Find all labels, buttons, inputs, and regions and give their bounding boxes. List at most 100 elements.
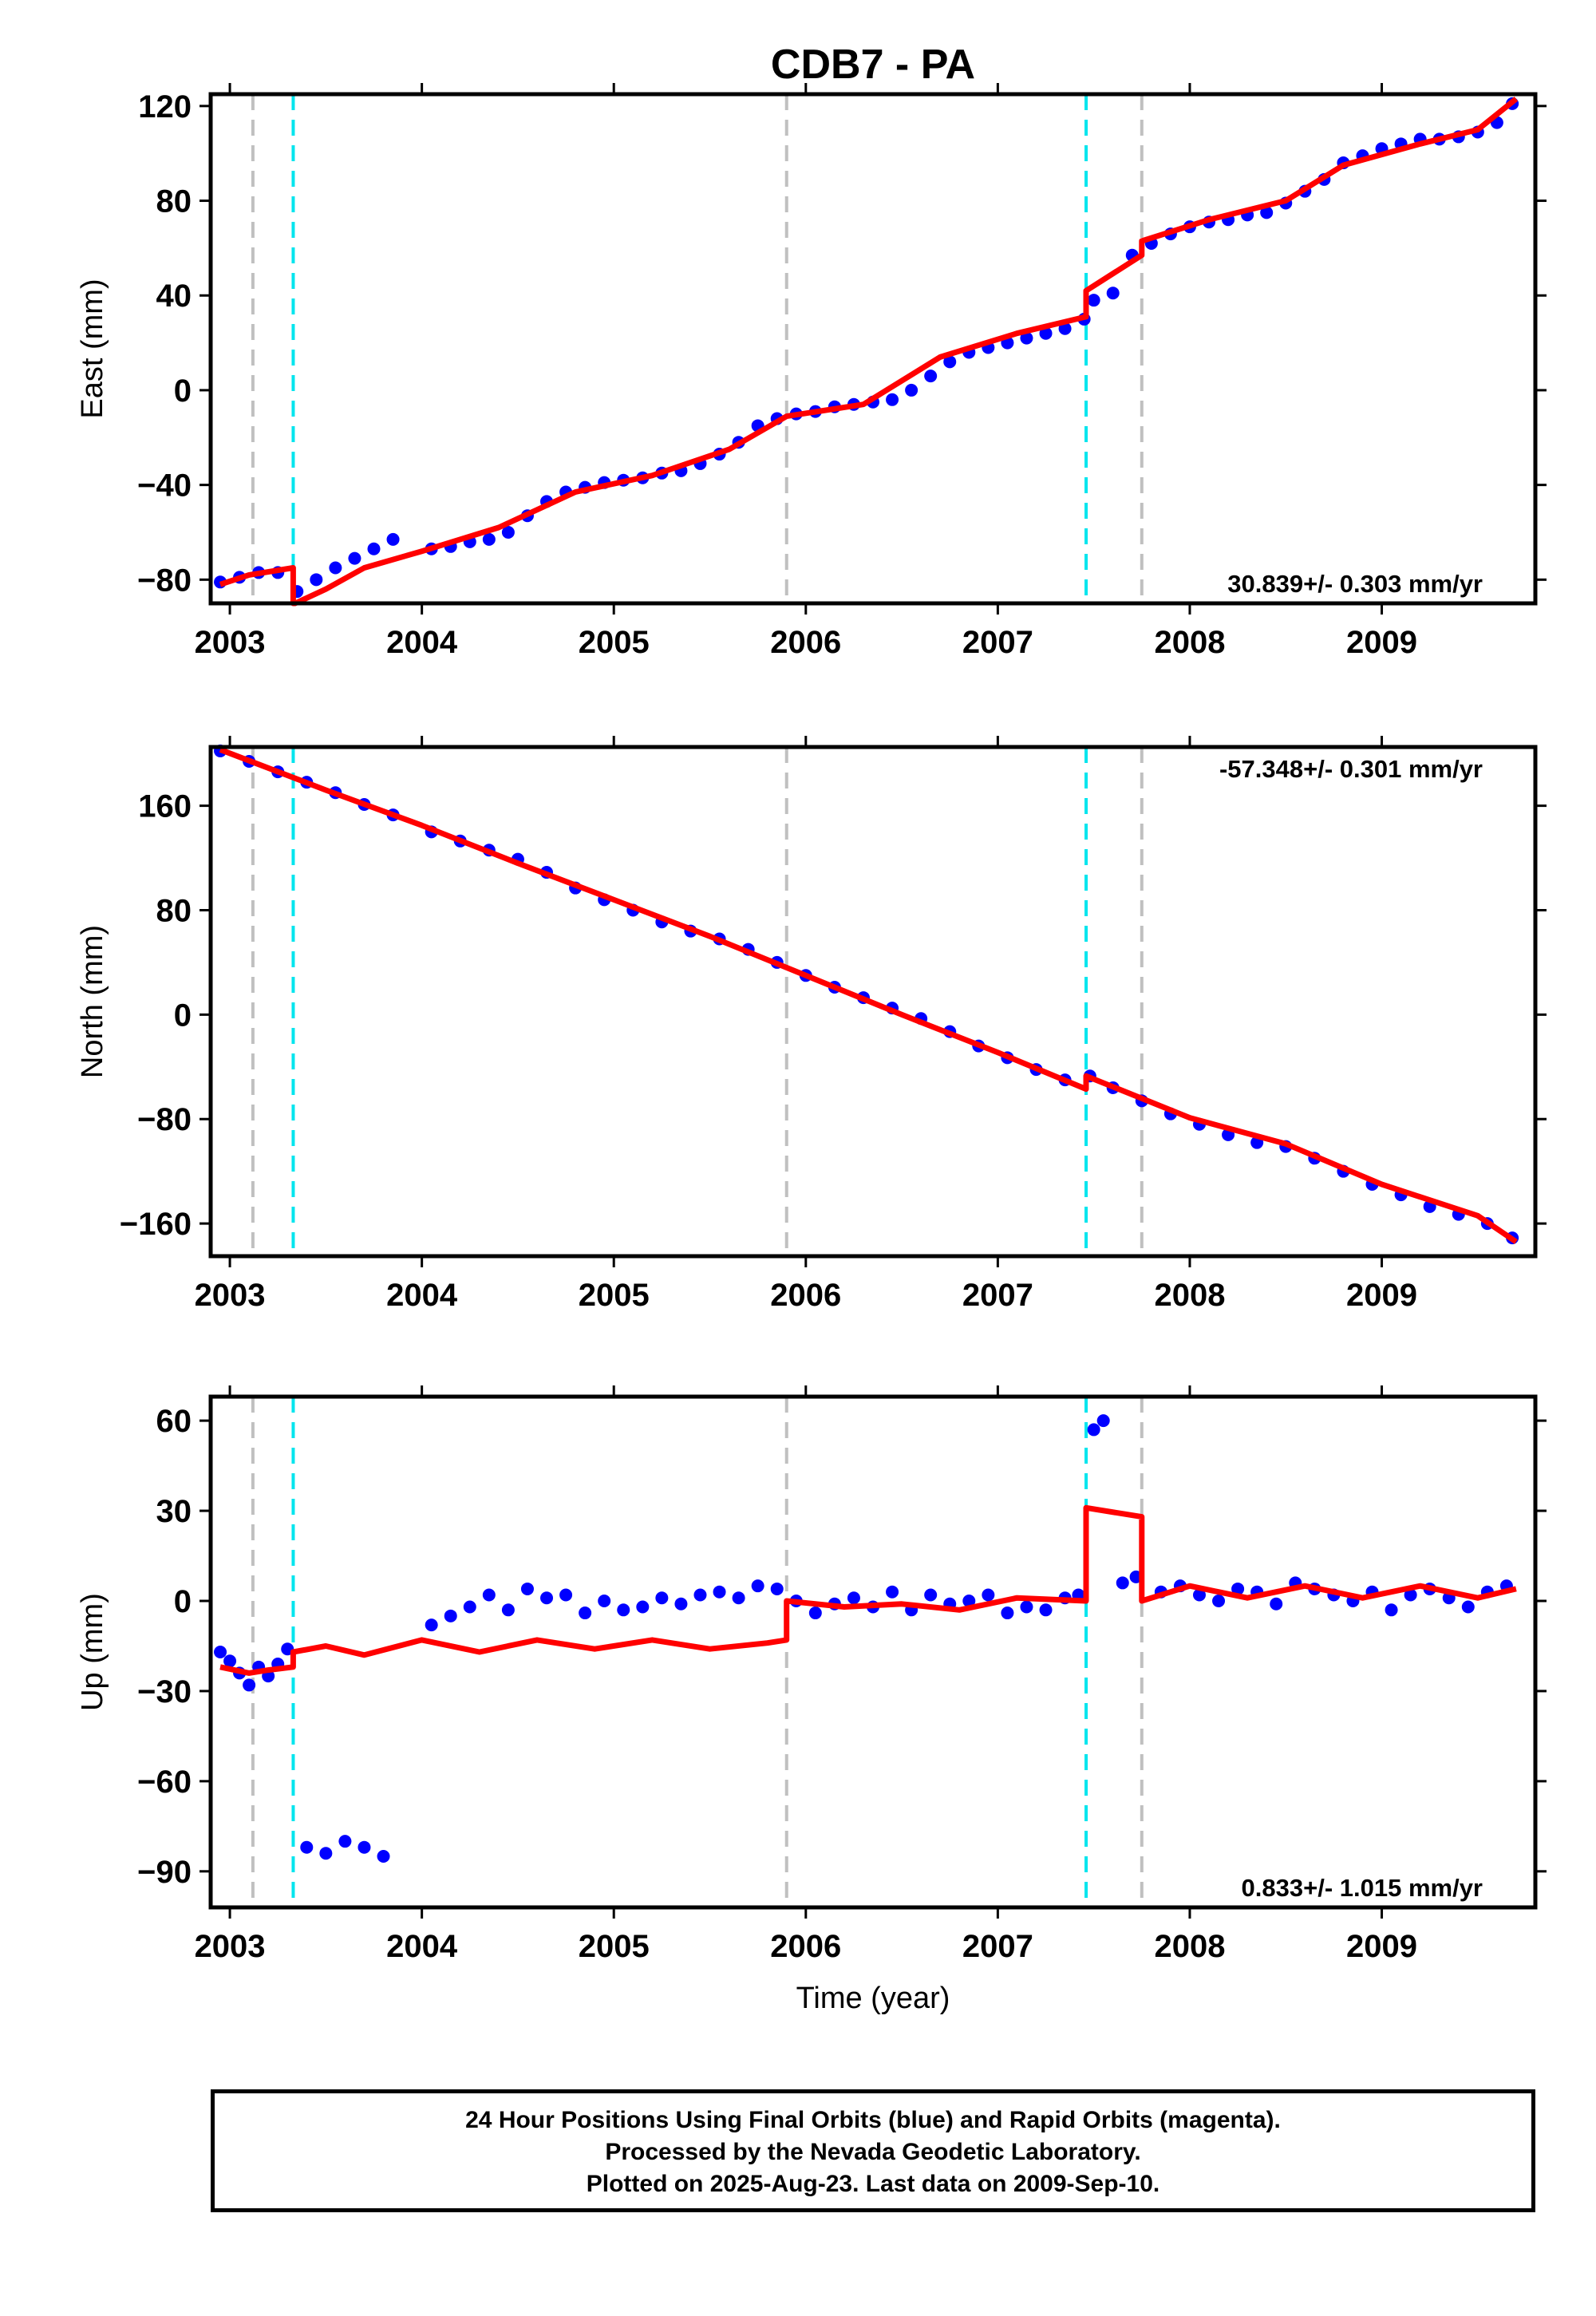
- data-point: [579, 1607, 592, 1620]
- data-point: [962, 1595, 976, 1607]
- x-tick-label: 2004: [386, 1929, 458, 1964]
- data-point: [463, 1600, 476, 1614]
- plot-frame: [208, 1394, 1538, 1910]
- data-point: [1039, 326, 1053, 340]
- x-tick-label: 2003: [195, 1278, 266, 1313]
- plot-frame: [208, 92, 1538, 606]
- x-tick-label: 2007: [962, 625, 1033, 660]
- data-point: [1461, 1600, 1475, 1614]
- data-point: [886, 393, 899, 406]
- footer-line-2: Processed by the Nevada Geodetic Laborat…: [605, 2139, 1141, 2165]
- y-tick-label: −60: [137, 1765, 192, 1800]
- data-point: [520, 1582, 534, 1595]
- x-tick-label: 2009: [1346, 1929, 1417, 1964]
- data-point: [1001, 1607, 1014, 1620]
- data-point: [482, 1588, 496, 1602]
- y-tick-label: 30: [156, 1494, 192, 1529]
- data-point: [1116, 1576, 1129, 1590]
- data-point: [1212, 1595, 1226, 1607]
- data-point: [319, 1847, 333, 1860]
- rate-label: 0.833+/- 1.015 mm/yr: [1242, 1874, 1483, 1902]
- data-point: [693, 1588, 707, 1602]
- x-tick-label: 2009: [1346, 625, 1417, 660]
- data-point: [367, 542, 381, 555]
- data-point: [1270, 1597, 1283, 1611]
- data-point: [482, 532, 496, 546]
- y-tick-label: −40: [137, 468, 192, 504]
- y-tick-label: −90: [137, 1855, 192, 1890]
- data-point: [905, 383, 918, 397]
- data-point: [425, 1618, 438, 1632]
- rate-label: 30.839+/- 0.303 mm/yr: [1227, 570, 1483, 598]
- y-tick-label: 80: [156, 184, 192, 219]
- data-point: [847, 1591, 860, 1605]
- data-point: [636, 1600, 650, 1614]
- y-tick-label: −30: [137, 1674, 192, 1709]
- y-tick-label: 0: [174, 1584, 192, 1619]
- data-point: [214, 1646, 227, 1658]
- y-tick-label: −80: [137, 563, 192, 598]
- rate-label: -57.348+/- 0.301 mm/yr: [1219, 755, 1483, 783]
- data-point: [444, 1609, 457, 1622]
- x-tick-label: 2003: [195, 1929, 266, 1964]
- data-point: [540, 1591, 554, 1605]
- y-tick-label: 160: [138, 789, 192, 824]
- data-point: [943, 355, 957, 369]
- x-tick-label: 2008: [1154, 625, 1225, 660]
- up-panel: 2003 2004 2005 2006 2007 2008 2009 −90 −60 −30 0 30…: [76, 1385, 1547, 1964]
- x-tick-label: 2005: [579, 625, 650, 660]
- north-panel: 2003 2004 2005 2006 2007 2008 2009 −160 −80 0 80 16…: [76, 736, 1547, 1313]
- y-tick-label: 0: [174, 373, 192, 409]
- data-point: [243, 1678, 256, 1692]
- data-point: [348, 551, 361, 565]
- y-tick-label: −80: [137, 1102, 192, 1137]
- plot-frame: [208, 745, 1538, 1259]
- data-point: [886, 1585, 899, 1599]
- data-point: [1020, 1600, 1033, 1614]
- footer-line-1: 24 Hour Positions Using Final Orbits (bl…: [465, 2107, 1281, 2133]
- x-tick-label: 2006: [770, 1929, 841, 1964]
- data-point: [338, 1835, 352, 1848]
- data-point: [1106, 287, 1120, 300]
- data-point: [1020, 331, 1033, 345]
- model-line: [219, 747, 1518, 1244]
- y-axis-title: North (mm): [76, 925, 109, 1078]
- y-tick-label: 40: [156, 279, 192, 314]
- y-tick-label: 0: [174, 998, 192, 1033]
- data-point: [1385, 1603, 1398, 1617]
- y-axis-title: Up (mm): [76, 1593, 109, 1711]
- y-tick-label: 80: [156, 893, 192, 928]
- east-panel: 2003 2004 2005 2006 2007 2008 2009 −80 −40 0 40 80 1…: [76, 83, 1547, 660]
- data-point: [329, 561, 342, 575]
- data-point: [501, 1603, 515, 1617]
- x-tick-label: 2007: [962, 1278, 1033, 1313]
- data-point: [924, 1588, 938, 1602]
- x-tick-label: 2009: [1346, 1278, 1417, 1313]
- data-point: [501, 525, 515, 539]
- data-point: [223, 1654, 237, 1668]
- data-point: [732, 1591, 745, 1605]
- data-point: [1404, 1588, 1417, 1602]
- data-point: [655, 1591, 669, 1605]
- model-line: [219, 1504, 1517, 1676]
- x-tick-label: 2003: [195, 625, 266, 660]
- data-point: [982, 1588, 995, 1602]
- footer-box: 24 Hour Positions Using Final Orbits (bl…: [211, 2089, 1535, 2212]
- y-tick-label: 60: [156, 1404, 192, 1439]
- x-tick-label: 2008: [1154, 1929, 1225, 1964]
- footer-line-3: Plotted on 2025-Aug-23. Last data on 200…: [586, 2171, 1160, 2197]
- data-point: [300, 1840, 314, 1854]
- data-point: [617, 1603, 630, 1617]
- data-point: [751, 1579, 764, 1593]
- data-point: [770, 1582, 784, 1595]
- data-point: [1231, 1582, 1245, 1595]
- data-point: [1260, 206, 1274, 219]
- x-tick-label: 2004: [386, 1278, 458, 1313]
- data-point: [924, 370, 938, 383]
- data-point: [713, 1585, 726, 1599]
- data-point: [1087, 1423, 1100, 1437]
- data-point: [1039, 1603, 1053, 1617]
- data-point: [808, 1607, 822, 1620]
- y-tick-label: −160: [120, 1207, 192, 1242]
